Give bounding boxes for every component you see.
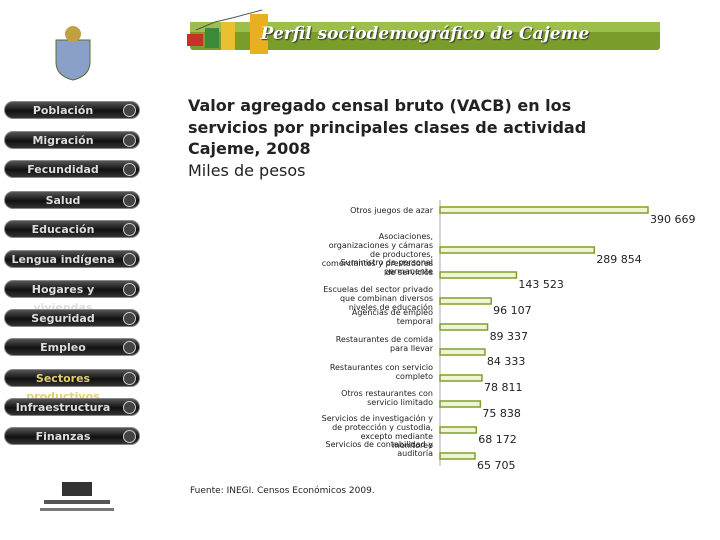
bar: [439, 246, 596, 254]
category-label: Servicios de contabilidad y auditoría: [325, 440, 434, 458]
chart-subtitle: Cajeme, 2008: [188, 139, 311, 158]
header-title: Perfil sociodemográfico de Cajeme: [260, 24, 590, 44]
bar: [439, 271, 518, 279]
value-label: 78 811: [483, 381, 523, 394]
menu-button[interactable]: Sectores productivos: [4, 369, 140, 403]
category-label: Restaurantes de comida para llevar: [335, 335, 433, 353]
menu-button[interactable]: Población: [4, 101, 140, 119]
logo-bar: [205, 28, 219, 48]
category-label: Escuelas del sector privado que combinan…: [323, 285, 433, 312]
bar: [439, 452, 476, 460]
category-label: Agencias de empleo temporal: [351, 308, 433, 326]
source: Fuente: INEGI. Censos Económicos 2009.: [190, 486, 375, 496]
menu-button[interactable]: Hogares y viviendas: [4, 280, 140, 314]
value-label: 65 705: [476, 459, 516, 472]
menu-button[interactable]: Empleo: [4, 338, 140, 356]
menu-button[interactable]: Salud: [4, 191, 140, 209]
chart-units: Miles de pesos: [188, 161, 306, 180]
bar: [439, 297, 492, 305]
bar: [439, 206, 649, 214]
bar: [439, 323, 489, 331]
menu-button[interactable]: Infraestructura: [4, 398, 140, 416]
value-label: 68 172: [478, 433, 517, 446]
inegi-text: [44, 500, 110, 504]
bar: [439, 348, 486, 356]
logo-bar: [221, 22, 235, 50]
bar: [439, 400, 482, 408]
coat-of-arms-top: [65, 26, 81, 42]
header-shine: [190, 22, 660, 32]
category-label: Asociaciones, organizaciones y cámaras d…: [321, 232, 433, 277]
menu-button[interactable]: Lengua indígena: [4, 250, 140, 268]
value-label: 289 854: [596, 253, 642, 266]
logo-bar: [187, 34, 203, 46]
menu-button[interactable]: Finanzas: [4, 427, 140, 445]
logo-bar: [250, 14, 268, 54]
menu-button[interactable]: Seguridad: [4, 309, 140, 327]
menu-button[interactable]: Migración: [4, 131, 140, 149]
category-label: Otros restaurantes con servicio limitado: [341, 389, 433, 407]
bar: [439, 426, 478, 434]
value-label: 75 838: [482, 407, 521, 420]
category-label: Servicios de investigación y de protecci…: [321, 414, 433, 450]
value-label: 96 107: [493, 304, 532, 317]
value-label: 143 523: [518, 278, 564, 291]
category-label: Suministro de personal permanente: [340, 258, 433, 276]
inegi-logo: [62, 482, 92, 496]
value-label: 89 337: [489, 330, 529, 343]
menu-button[interactable]: Educación: [4, 220, 140, 238]
inegi-text: [40, 508, 114, 511]
category-label: Otros juegos de azar: [350, 206, 433, 215]
value-label: 84 333: [486, 355, 526, 368]
logo-line: [195, 9, 263, 31]
bar: [439, 374, 483, 382]
menu-button[interactable]: Fecundidad: [4, 160, 140, 178]
category-label: Restaurantes con servicio completo: [329, 363, 433, 381]
chart-title: Valor agregado censal bruto (VACB) en lo…: [188, 96, 587, 137]
value-label: 390 669: [650, 213, 696, 226]
coat-of-arms: [55, 39, 91, 81]
